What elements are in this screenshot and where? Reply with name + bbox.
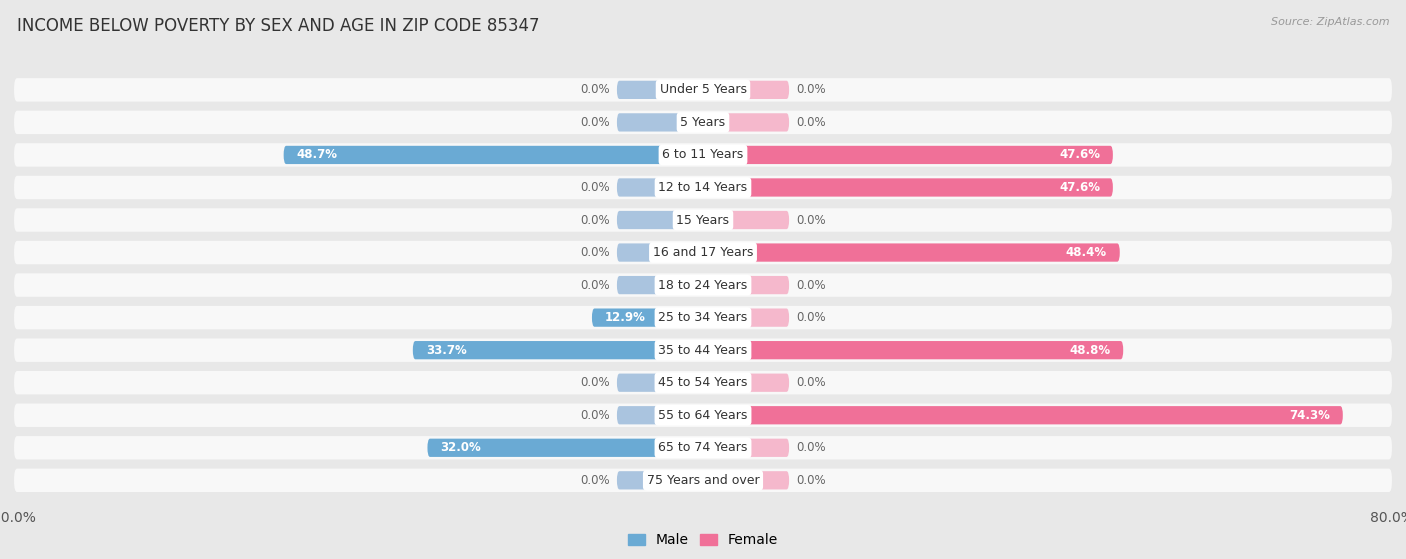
FancyBboxPatch shape <box>14 404 1392 427</box>
FancyBboxPatch shape <box>14 468 1392 492</box>
FancyBboxPatch shape <box>14 241 1392 264</box>
FancyBboxPatch shape <box>592 309 703 327</box>
FancyBboxPatch shape <box>703 439 789 457</box>
FancyBboxPatch shape <box>703 243 1119 262</box>
FancyBboxPatch shape <box>703 146 1114 164</box>
FancyBboxPatch shape <box>703 178 1114 197</box>
Text: 18 to 24 Years: 18 to 24 Years <box>658 278 748 292</box>
FancyBboxPatch shape <box>703 406 1343 424</box>
Text: 0.0%: 0.0% <box>581 83 610 96</box>
Text: 12.9%: 12.9% <box>605 311 645 324</box>
FancyBboxPatch shape <box>617 243 703 262</box>
FancyBboxPatch shape <box>703 113 789 131</box>
Text: 0.0%: 0.0% <box>581 278 610 292</box>
FancyBboxPatch shape <box>14 371 1392 395</box>
Text: 0.0%: 0.0% <box>796 441 825 454</box>
Text: 0.0%: 0.0% <box>581 116 610 129</box>
Text: 6 to 11 Years: 6 to 11 Years <box>662 149 744 162</box>
Text: 48.4%: 48.4% <box>1066 246 1107 259</box>
FancyBboxPatch shape <box>703 373 789 392</box>
FancyBboxPatch shape <box>617 211 703 229</box>
FancyBboxPatch shape <box>14 78 1392 102</box>
FancyBboxPatch shape <box>703 471 789 490</box>
Text: 12 to 14 Years: 12 to 14 Years <box>658 181 748 194</box>
Text: 0.0%: 0.0% <box>581 409 610 421</box>
Text: 48.8%: 48.8% <box>1069 344 1111 357</box>
Text: Source: ZipAtlas.com: Source: ZipAtlas.com <box>1271 17 1389 27</box>
Text: 0.0%: 0.0% <box>796 83 825 96</box>
Text: 15 Years: 15 Years <box>676 214 730 226</box>
Text: 16 and 17 Years: 16 and 17 Years <box>652 246 754 259</box>
FancyBboxPatch shape <box>14 436 1392 459</box>
FancyBboxPatch shape <box>617 178 703 197</box>
FancyBboxPatch shape <box>703 80 789 99</box>
Text: Under 5 Years: Under 5 Years <box>659 83 747 96</box>
Text: 0.0%: 0.0% <box>581 246 610 259</box>
FancyBboxPatch shape <box>14 273 1392 297</box>
Text: 47.6%: 47.6% <box>1059 149 1099 162</box>
FancyBboxPatch shape <box>413 341 703 359</box>
FancyBboxPatch shape <box>14 176 1392 199</box>
Text: 5 Years: 5 Years <box>681 116 725 129</box>
FancyBboxPatch shape <box>14 306 1392 329</box>
Text: 0.0%: 0.0% <box>796 376 825 389</box>
Text: 47.6%: 47.6% <box>1059 181 1099 194</box>
Text: 0.0%: 0.0% <box>796 278 825 292</box>
FancyBboxPatch shape <box>703 211 789 229</box>
Text: 33.7%: 33.7% <box>426 344 467 357</box>
Text: 0.0%: 0.0% <box>581 214 610 226</box>
Text: 45 to 54 Years: 45 to 54 Years <box>658 376 748 389</box>
FancyBboxPatch shape <box>617 406 703 424</box>
FancyBboxPatch shape <box>703 309 789 327</box>
Text: 0.0%: 0.0% <box>581 181 610 194</box>
Text: 0.0%: 0.0% <box>796 214 825 226</box>
Text: 0.0%: 0.0% <box>581 474 610 487</box>
Text: 32.0%: 32.0% <box>440 441 481 454</box>
FancyBboxPatch shape <box>617 276 703 294</box>
FancyBboxPatch shape <box>427 439 703 457</box>
FancyBboxPatch shape <box>617 373 703 392</box>
FancyBboxPatch shape <box>703 276 789 294</box>
Text: 25 to 34 Years: 25 to 34 Years <box>658 311 748 324</box>
Text: 0.0%: 0.0% <box>796 474 825 487</box>
Text: 0.0%: 0.0% <box>796 311 825 324</box>
FancyBboxPatch shape <box>14 111 1392 134</box>
Text: 0.0%: 0.0% <box>796 116 825 129</box>
FancyBboxPatch shape <box>14 338 1392 362</box>
Text: 65 to 74 Years: 65 to 74 Years <box>658 441 748 454</box>
Text: 55 to 64 Years: 55 to 64 Years <box>658 409 748 421</box>
FancyBboxPatch shape <box>284 146 703 164</box>
FancyBboxPatch shape <box>617 80 703 99</box>
FancyBboxPatch shape <box>14 209 1392 232</box>
Text: 35 to 44 Years: 35 to 44 Years <box>658 344 748 357</box>
Text: 75 Years and over: 75 Years and over <box>647 474 759 487</box>
Text: INCOME BELOW POVERTY BY SEX AND AGE IN ZIP CODE 85347: INCOME BELOW POVERTY BY SEX AND AGE IN Z… <box>17 17 540 35</box>
FancyBboxPatch shape <box>617 471 703 490</box>
FancyBboxPatch shape <box>703 341 1123 359</box>
Legend: Male, Female: Male, Female <box>623 528 783 553</box>
Text: 74.3%: 74.3% <box>1289 409 1330 421</box>
Text: 0.0%: 0.0% <box>581 376 610 389</box>
FancyBboxPatch shape <box>14 143 1392 167</box>
Text: 48.7%: 48.7% <box>297 149 337 162</box>
FancyBboxPatch shape <box>617 113 703 131</box>
